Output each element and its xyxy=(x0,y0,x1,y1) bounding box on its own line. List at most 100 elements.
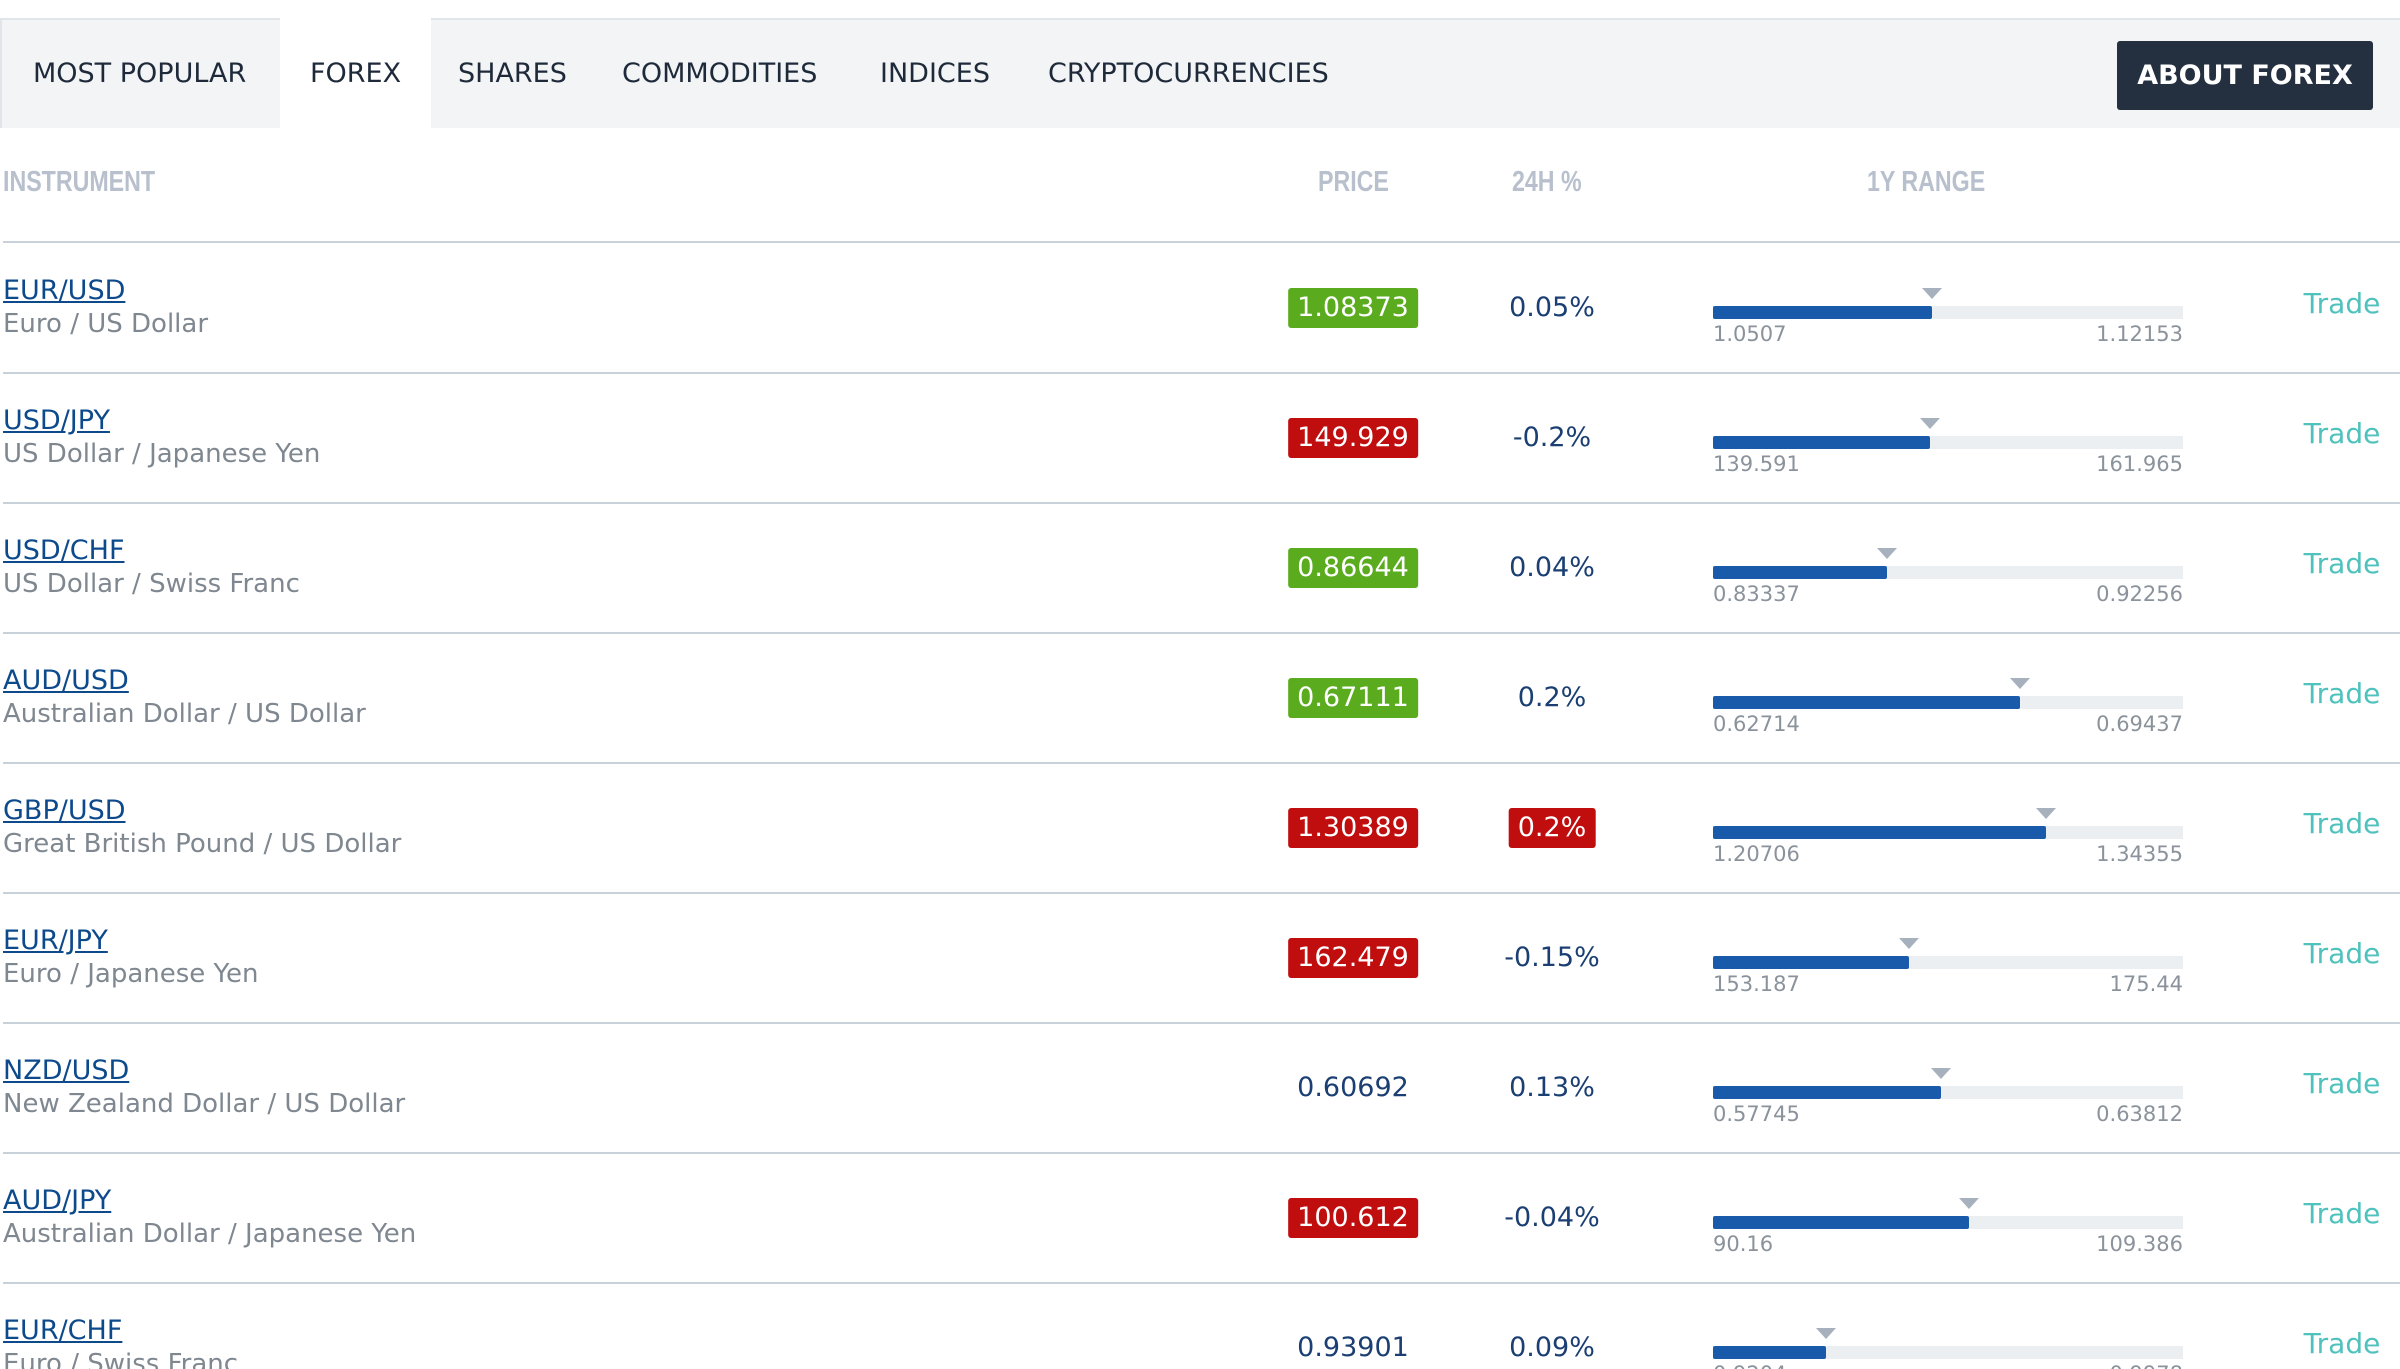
range-high: 0.9978 xyxy=(2110,1362,2183,1369)
instrument-name: Euro / US Dollar xyxy=(3,309,209,339)
divider xyxy=(3,762,2400,764)
range-marker xyxy=(1931,1068,1952,1079)
instrument-name: Euro / Swiss Franc xyxy=(3,1349,239,1369)
tab[interactable]: COMMODITIES xyxy=(622,58,818,89)
price: 149.929 xyxy=(1288,418,1418,458)
divider xyxy=(3,1152,2400,1154)
instrument-name: Australian Dollar / Japanese Yen xyxy=(3,1219,417,1249)
range-low: 0.57745 xyxy=(1713,1102,1800,1126)
range-fill xyxy=(1713,1216,1969,1229)
trade-link[interactable]: Trade xyxy=(2303,287,2381,320)
range-marker xyxy=(1920,418,1941,429)
range-low: 1.20706 xyxy=(1713,842,1800,866)
range-fill xyxy=(1713,1346,1826,1359)
divider xyxy=(3,892,2400,894)
tab[interactable]: MOST POPULAR xyxy=(33,58,247,89)
trade-link[interactable]: Trade xyxy=(2303,1197,2381,1230)
column-header: PRICE xyxy=(1318,166,1389,198)
trade-link[interactable]: Trade xyxy=(2303,1327,2381,1360)
change: 0.05% xyxy=(1509,292,1595,323)
instrument-symbol[interactable]: AUD/USD xyxy=(3,665,129,696)
range-low: 0.9204 xyxy=(1713,1362,1786,1369)
change: -0.2% xyxy=(1512,422,1592,453)
divider xyxy=(3,502,2400,504)
trade-link[interactable]: Trade xyxy=(2303,547,2381,580)
change: 0.09% xyxy=(1509,1332,1595,1363)
range-low: 153.187 xyxy=(1713,972,1800,996)
trade-link[interactable]: Trade xyxy=(2303,417,2381,450)
instrument-symbol[interactable]: USD/CHF xyxy=(3,535,125,566)
range-fill xyxy=(1713,1086,1942,1099)
tab[interactable]: FOREX xyxy=(280,18,432,128)
instrument-symbol[interactable]: EUR/CHF xyxy=(3,1315,123,1346)
range-high: 0.63812 xyxy=(2096,1102,2183,1126)
change: 0.04% xyxy=(1509,552,1595,583)
instrument-symbol[interactable]: AUD/JPY xyxy=(3,1185,112,1216)
trade-link[interactable]: Trade xyxy=(2303,677,2381,710)
range-fill xyxy=(1713,566,1888,579)
divider xyxy=(3,372,2400,374)
range-marker xyxy=(1816,1328,1836,1339)
range-marker xyxy=(1922,288,1943,299)
change: 0.13% xyxy=(1509,1072,1595,1103)
instrument-symbol[interactable]: EUR/USD xyxy=(3,275,126,306)
range-high: 1.12153 xyxy=(2096,322,2183,346)
range-fill xyxy=(1713,306,1933,319)
range-fill xyxy=(1713,436,1931,449)
about-button[interactable]: ABOUT FOREX xyxy=(2117,41,2373,110)
change: 0.2% xyxy=(1508,808,1596,848)
range-marker xyxy=(1899,938,1920,949)
range-low: 0.83337 xyxy=(1713,582,1800,606)
range-low: 139.591 xyxy=(1713,452,1800,476)
price: 0.60692 xyxy=(1297,1072,1409,1103)
change: -0.15% xyxy=(1504,942,1600,973)
column-header: INSTRUMENT xyxy=(3,166,156,198)
trade-link[interactable]: Trade xyxy=(2303,1067,2381,1100)
column-header: 1Y RANGE xyxy=(1867,166,1986,198)
range-high: 161.965 xyxy=(2096,452,2183,476)
price: 1.30389 xyxy=(1288,808,1418,848)
column-header: 24H % xyxy=(1512,166,1582,198)
range-high: 0.69437 xyxy=(2096,712,2183,736)
range-marker xyxy=(1958,1198,1979,1209)
instrument-symbol[interactable]: NZD/USD xyxy=(3,1055,130,1086)
instrument-name: US Dollar / Swiss Franc xyxy=(3,569,300,599)
instrument-name: Euro / Japanese Yen xyxy=(3,959,259,989)
change: 0.2% xyxy=(1517,682,1587,713)
change: -0.04% xyxy=(1504,1202,1600,1233)
range-fill xyxy=(1713,956,1910,969)
instrument-name: New Zealand Dollar / US Dollar xyxy=(3,1089,406,1119)
instrument-name: Great British Pound / US Dollar xyxy=(3,829,402,859)
price: 100.612 xyxy=(1288,1198,1418,1238)
range-marker xyxy=(1877,548,1898,559)
instrument-symbol[interactable]: USD/JPY xyxy=(3,405,110,436)
tab[interactable]: INDICES xyxy=(880,58,990,89)
range-high: 0.92256 xyxy=(2096,582,2183,606)
range-high: 109.386 xyxy=(2096,1232,2183,1256)
instrument-name: US Dollar / Japanese Yen xyxy=(3,439,321,469)
range-low: 90.16 xyxy=(1713,1232,1774,1256)
divider xyxy=(3,1022,2400,1024)
tab[interactable]: CRYPTOCURRENCIES xyxy=(1048,58,1329,89)
trade-link[interactable]: Trade xyxy=(2303,937,2381,970)
instrument-symbol[interactable]: GBP/USD xyxy=(3,795,126,826)
divider xyxy=(3,241,2400,243)
tab[interactable]: SHARES xyxy=(458,58,567,89)
trade-link[interactable]: Trade xyxy=(2303,807,2381,840)
instrument-symbol[interactable]: EUR/JPY xyxy=(3,925,108,956)
range-track xyxy=(1713,1346,2183,1359)
range-high: 175.44 xyxy=(2109,972,2183,996)
divider xyxy=(3,1282,2400,1284)
range-high: 1.34355 xyxy=(2096,842,2183,866)
divider xyxy=(3,632,2400,634)
range-marker xyxy=(2010,678,2031,689)
price: 0.86644 xyxy=(1288,548,1418,588)
range-low: 1.0507 xyxy=(1713,322,1787,346)
range-fill xyxy=(1713,696,2021,709)
range-marker xyxy=(2036,808,2057,819)
price: 1.08373 xyxy=(1288,288,1418,328)
price: 0.93901 xyxy=(1297,1332,1409,1363)
price: 162.479 xyxy=(1288,938,1418,978)
